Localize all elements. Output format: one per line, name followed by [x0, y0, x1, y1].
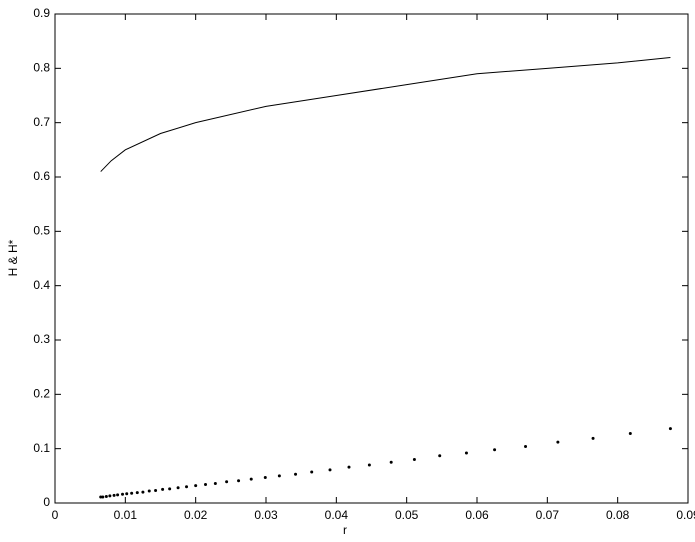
- x-tick-label: 0.09: [676, 508, 695, 522]
- data-point: [141, 490, 145, 494]
- y-tick-label: 0.1: [33, 441, 50, 455]
- data-point: [108, 494, 112, 498]
- data-point: [101, 495, 105, 499]
- x-tick-label: 0.06: [465, 508, 489, 522]
- data-point: [116, 493, 120, 497]
- data-point: [347, 465, 351, 469]
- data-point: [154, 489, 158, 493]
- data-point: [121, 492, 125, 496]
- data-point: [130, 491, 134, 495]
- x-tick-label: 0.02: [184, 508, 208, 522]
- data-point: [225, 480, 229, 484]
- data-point: [524, 444, 528, 448]
- data-point: [389, 460, 393, 464]
- data-point: [112, 493, 116, 497]
- data-point: [277, 474, 281, 478]
- y-tick-label: 0.4: [33, 278, 50, 292]
- y-tick-label: 0.9: [33, 6, 50, 20]
- data-point: [185, 485, 189, 489]
- x-tick-label: 0.05: [395, 508, 419, 522]
- x-tick-label: 0.08: [606, 508, 630, 522]
- data-point: [591, 436, 595, 440]
- data-point: [294, 472, 298, 476]
- data-point: [464, 451, 468, 455]
- x-tick-label: 0.04: [325, 508, 349, 522]
- data-point: [367, 463, 371, 467]
- data-point: [168, 487, 172, 491]
- x-tick-label: 0: [52, 508, 59, 522]
- data-point: [213, 481, 217, 485]
- data-point: [125, 492, 129, 496]
- plot-frame: [54, 13, 689, 504]
- data-point: [412, 458, 416, 462]
- y-tick-label: 0.5: [33, 224, 50, 238]
- data-point: [493, 448, 497, 452]
- y-tick-label: 0.2: [33, 387, 50, 401]
- data-point: [147, 489, 151, 493]
- x-tick-label: 0.07: [536, 508, 560, 522]
- y-tick-label: 0.6: [33, 169, 50, 183]
- y-tick-label: 0.7: [33, 115, 50, 129]
- x-tick-label: 0.03: [254, 508, 278, 522]
- x-axis-label: r: [343, 523, 347, 537]
- data-point: [249, 477, 253, 481]
- data-point: [135, 491, 139, 495]
- data-line: [100, 56, 671, 172]
- data-point: [668, 427, 672, 431]
- data-point: [438, 454, 442, 458]
- y-tick-label: 0.3: [33, 332, 50, 346]
- data-point: [176, 486, 180, 490]
- data-point: [99, 495, 103, 499]
- data-point: [104, 494, 108, 498]
- data-point: [237, 479, 241, 483]
- y-axis-label: H & H*: [6, 239, 20, 276]
- data-point: [628, 431, 632, 435]
- data-point: [556, 440, 560, 444]
- data-point: [194, 484, 198, 488]
- data-point: [161, 487, 165, 491]
- data-point: [328, 468, 332, 472]
- x-tick-label: 0.01: [114, 508, 138, 522]
- data-point: [263, 475, 267, 479]
- y-tick-label: 0: [43, 495, 50, 509]
- data-point: [204, 483, 208, 487]
- y-tick-label: 0.8: [33, 61, 50, 75]
- data-point: [310, 470, 314, 474]
